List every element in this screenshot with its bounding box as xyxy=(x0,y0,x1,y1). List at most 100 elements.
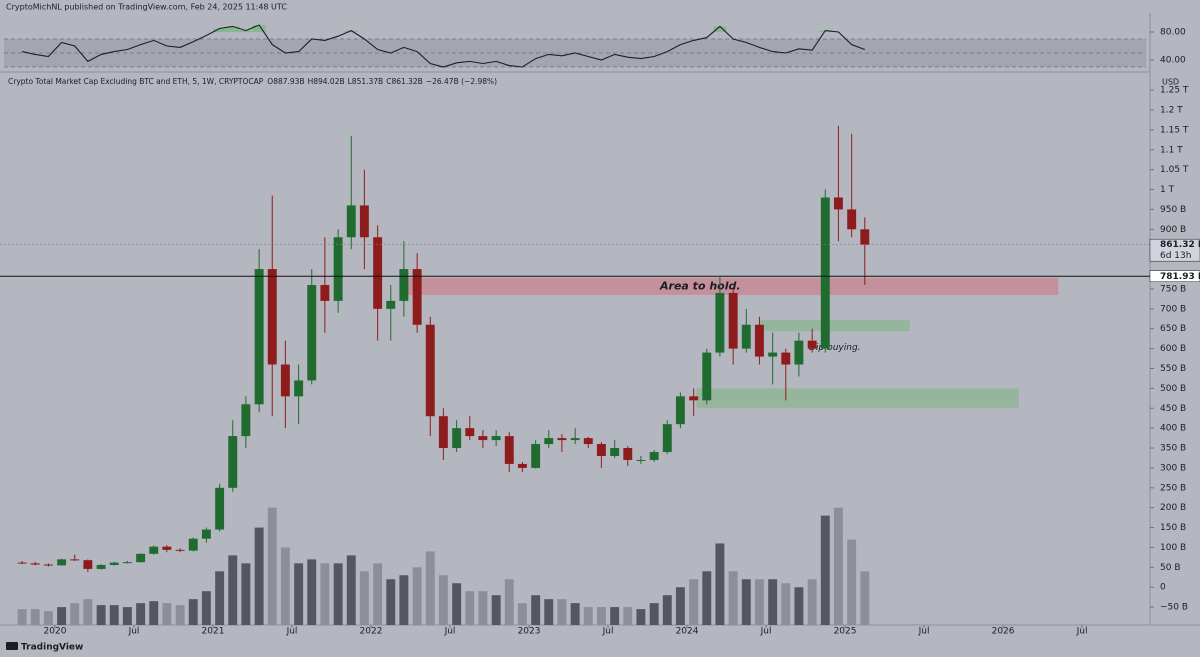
volume-bar xyxy=(820,515,830,625)
candle-body xyxy=(333,237,343,301)
y-tick-label: 150 B xyxy=(1160,523,1186,533)
volume-bar xyxy=(136,603,146,625)
candle-body xyxy=(491,436,501,441)
footer-brand: TradingView xyxy=(21,643,83,653)
volume-bar xyxy=(386,579,396,625)
y-tick-label: 0 xyxy=(1160,583,1166,593)
rsi-line xyxy=(22,24,865,68)
candle-body xyxy=(83,560,93,569)
volume-bar xyxy=(320,563,330,625)
volume-bar xyxy=(43,611,53,625)
candle-body xyxy=(346,205,356,238)
x-tick-label: 2024 xyxy=(676,627,699,637)
volume-bar xyxy=(228,555,238,625)
publisher-header: CryptoMichNL published on TradingView.co… xyxy=(6,3,287,12)
candle-body xyxy=(636,459,646,461)
x-tick-label: 2026 xyxy=(992,627,1015,637)
volume-bar xyxy=(162,603,172,625)
candle-body xyxy=(228,436,238,488)
x-tick-label: Jul xyxy=(602,627,614,637)
volume-bar xyxy=(201,591,211,625)
y-tick-label: 950 B xyxy=(1160,205,1186,215)
rsi-tick-label: 80.00 xyxy=(1160,28,1186,38)
candle-body xyxy=(109,562,119,565)
candle-body xyxy=(504,436,514,464)
candle-body xyxy=(386,300,396,309)
volume-bar xyxy=(702,571,712,625)
candle-body xyxy=(96,564,106,569)
volume-bar xyxy=(465,591,475,625)
y-tick-label: −50 B xyxy=(1160,603,1188,613)
candle-body xyxy=(43,564,53,566)
candle-body xyxy=(596,444,606,456)
price-label-box xyxy=(1149,270,1200,283)
volume-bar xyxy=(149,601,159,625)
rsi-overbought-fill xyxy=(344,30,358,33)
y-tick-label: 100 B xyxy=(1160,543,1186,553)
volume-bar xyxy=(425,551,435,625)
candle-body xyxy=(570,438,580,441)
volume-bar xyxy=(188,599,198,625)
candle-body xyxy=(768,352,778,357)
volume-bar xyxy=(689,579,699,625)
volume-bar xyxy=(715,543,725,625)
y-tick-label: 300 B xyxy=(1160,463,1186,473)
volume-bar xyxy=(583,607,593,625)
candle-body xyxy=(531,444,541,468)
candle-body xyxy=(162,546,172,550)
candle-body xyxy=(715,292,725,353)
volume-bar xyxy=(30,609,40,625)
rsi-overbought-fill xyxy=(239,30,253,33)
ohlc-label: C861.32B xyxy=(386,77,423,86)
candle-body xyxy=(17,562,27,564)
x-tick-label: Jul xyxy=(286,627,298,637)
volume-bar xyxy=(399,575,409,625)
ohlc-label: L851.37B xyxy=(348,77,384,86)
volume-bar xyxy=(781,583,791,625)
candle-body xyxy=(320,284,330,301)
y-tick-label: 600 B xyxy=(1160,344,1186,354)
volume-bar xyxy=(570,603,580,625)
candle-body xyxy=(136,553,146,563)
y-tick-label: 200 B xyxy=(1160,503,1186,513)
volume-bar xyxy=(70,603,80,625)
ohlc-label: −26.47B (−2.98%) xyxy=(426,77,497,86)
volume-bar xyxy=(741,579,751,625)
candle-body xyxy=(517,463,527,468)
tradingview-logo: TradingView xyxy=(6,642,83,653)
volume-bar xyxy=(610,607,620,625)
candle-body xyxy=(122,562,132,564)
y-tick-label: 1.2 T xyxy=(1160,105,1183,115)
volume-bar xyxy=(359,571,369,625)
volume-bar xyxy=(452,583,462,625)
rsi-overbought-fill xyxy=(226,26,240,33)
volume-bar xyxy=(675,587,685,625)
candle-body xyxy=(70,559,80,561)
volume-bar xyxy=(531,595,541,625)
y-tick-label: 1 T xyxy=(1160,185,1175,195)
candle-body xyxy=(149,546,159,554)
price-sublabel: 6d 13h xyxy=(1160,251,1191,261)
candle-body xyxy=(399,269,409,301)
volume-bar xyxy=(346,555,356,625)
x-tick-label: 2021 xyxy=(202,627,225,637)
candle-body xyxy=(359,205,369,238)
candle-body xyxy=(741,324,751,349)
volume-bar xyxy=(254,527,264,625)
candle-body xyxy=(610,448,620,456)
x-tick-label: Jul xyxy=(760,627,772,637)
volume-bar xyxy=(596,607,606,625)
ohlc-label: H894.02B xyxy=(308,77,345,86)
volume-bar xyxy=(860,571,870,625)
x-tick-label: 2023 xyxy=(518,627,541,637)
candle-body xyxy=(675,396,685,425)
candle-body xyxy=(478,436,488,441)
candle-body xyxy=(307,284,317,381)
candle-body xyxy=(241,404,251,437)
y-tick-label: 750 B xyxy=(1160,284,1186,294)
candle-body xyxy=(215,487,225,530)
rsi-overbought-fill xyxy=(713,26,727,33)
volume-bar xyxy=(175,605,185,625)
volume-bar xyxy=(504,579,514,625)
